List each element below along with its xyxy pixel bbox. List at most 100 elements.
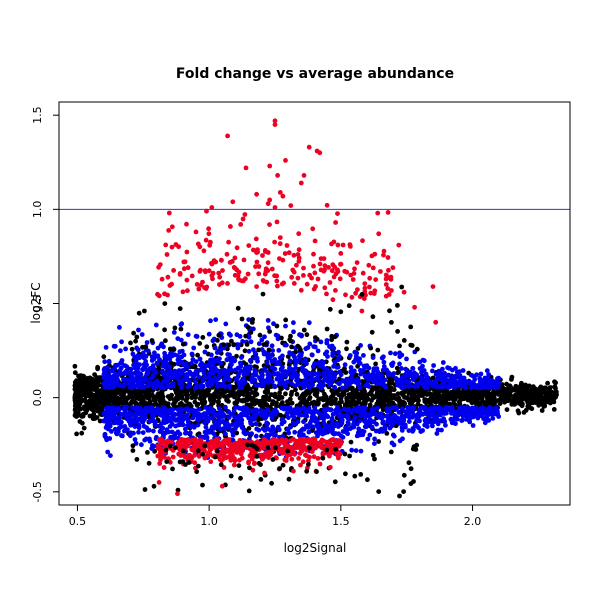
data-point xyxy=(215,399,221,405)
data-point xyxy=(430,368,435,374)
data-point xyxy=(159,389,165,395)
data-point xyxy=(273,332,279,338)
data-point xyxy=(529,390,535,396)
data-point xyxy=(452,412,458,418)
data-point xyxy=(397,361,402,367)
data-point xyxy=(120,433,125,439)
data-point xyxy=(523,407,529,413)
data-point xyxy=(461,375,467,381)
data-point xyxy=(431,363,436,368)
data-point xyxy=(339,420,345,426)
data-point xyxy=(127,393,132,399)
data-point xyxy=(91,411,97,417)
data-point xyxy=(225,352,231,357)
data-point xyxy=(213,317,219,322)
data-point xyxy=(540,397,546,402)
data-point xyxy=(397,398,403,403)
data-point xyxy=(86,403,92,408)
data-point xyxy=(456,379,462,385)
data-point xyxy=(297,433,302,438)
data-point xyxy=(185,392,191,398)
data-point xyxy=(495,392,501,397)
data-point xyxy=(356,431,362,437)
data-point xyxy=(400,392,406,398)
data-point xyxy=(367,402,373,408)
data-point xyxy=(285,354,291,359)
data-point xyxy=(372,441,377,446)
data-point xyxy=(394,365,400,371)
data-point xyxy=(303,407,309,413)
data-point xyxy=(307,395,313,400)
data-point xyxy=(504,393,509,398)
data-point xyxy=(155,394,161,400)
data-point xyxy=(480,380,486,386)
data-point xyxy=(324,338,330,343)
data-point xyxy=(399,413,405,419)
data-point xyxy=(360,396,366,401)
data-point xyxy=(252,413,258,419)
data-point xyxy=(385,409,390,414)
data-point xyxy=(269,343,275,349)
data-point xyxy=(223,321,229,327)
data-point xyxy=(278,412,283,418)
data-point xyxy=(211,360,216,366)
data-point xyxy=(349,374,355,379)
data-point xyxy=(136,429,141,435)
data-point xyxy=(348,439,354,445)
data-point xyxy=(322,391,327,397)
data-point xyxy=(177,370,183,376)
data-point xyxy=(551,407,557,412)
data-point xyxy=(464,410,470,416)
data-point xyxy=(422,385,428,391)
data-point xyxy=(155,353,161,359)
data-point xyxy=(168,395,174,401)
data-point xyxy=(126,418,132,424)
data-point xyxy=(133,400,139,406)
data-point xyxy=(294,378,299,383)
data-point xyxy=(74,431,79,437)
data-point xyxy=(161,454,167,460)
data-point xyxy=(179,354,185,360)
data-point xyxy=(81,425,87,431)
data-point xyxy=(113,406,119,411)
data-point xyxy=(127,385,133,391)
data-point xyxy=(330,350,336,356)
data-point xyxy=(252,355,257,361)
data-point xyxy=(337,381,342,387)
data-point xyxy=(145,348,151,354)
data-point xyxy=(252,401,258,406)
data-point xyxy=(75,384,80,390)
data-point xyxy=(487,396,493,402)
data-point xyxy=(93,402,99,407)
data-point xyxy=(406,419,412,424)
data-point xyxy=(326,382,332,387)
data-point xyxy=(193,392,199,398)
data-point xyxy=(395,377,401,383)
data-point xyxy=(283,391,288,397)
data-point xyxy=(236,463,242,468)
data-point xyxy=(428,420,434,425)
data-point xyxy=(114,379,120,385)
data-point xyxy=(349,447,355,453)
data-point xyxy=(440,360,446,365)
data-point xyxy=(191,345,197,351)
data-point xyxy=(264,388,269,394)
data-point xyxy=(229,362,234,367)
data-point xyxy=(209,377,215,383)
data-point xyxy=(175,357,181,363)
data-point xyxy=(336,407,341,413)
data-point xyxy=(406,378,412,384)
data-point xyxy=(508,389,513,395)
data-point xyxy=(136,327,141,333)
data-point xyxy=(222,431,228,437)
data-point xyxy=(139,376,145,382)
data-point xyxy=(435,421,441,427)
data-point xyxy=(406,409,412,414)
data-point xyxy=(324,366,330,371)
data-point xyxy=(236,342,241,347)
data-point xyxy=(149,409,155,415)
data-point xyxy=(78,395,83,401)
data-point xyxy=(242,348,248,354)
data-point xyxy=(324,413,330,418)
data-point xyxy=(453,421,458,427)
